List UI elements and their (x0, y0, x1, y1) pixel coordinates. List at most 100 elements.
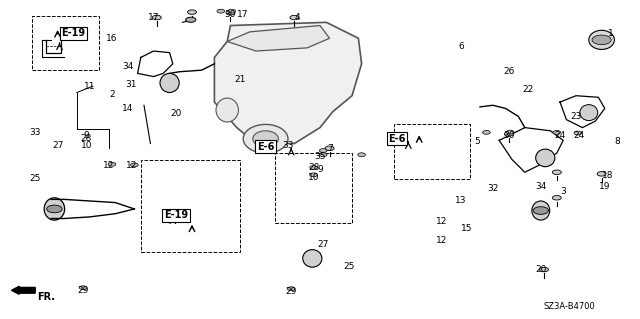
Ellipse shape (44, 198, 65, 220)
Circle shape (290, 15, 299, 20)
Text: 15: 15 (461, 224, 473, 233)
Circle shape (574, 131, 582, 135)
Text: 29: 29 (77, 286, 89, 295)
Text: 30: 30 (503, 131, 515, 140)
Bar (141, 160, 240, 252)
Text: 25: 25 (29, 174, 41, 183)
Ellipse shape (216, 98, 238, 122)
Circle shape (533, 207, 548, 214)
Text: 25: 25 (343, 262, 355, 271)
Text: 29: 29 (285, 287, 297, 296)
Text: 12: 12 (436, 236, 447, 245)
Text: 17: 17 (237, 10, 249, 19)
Text: 32: 32 (487, 184, 499, 193)
Text: 11: 11 (84, 82, 95, 91)
Text: 12: 12 (103, 161, 115, 170)
Circle shape (597, 172, 606, 176)
Text: 35: 35 (314, 152, 326, 161)
Circle shape (310, 166, 317, 169)
Text: 2: 2 (109, 90, 115, 99)
Circle shape (504, 132, 513, 136)
Text: 19: 19 (599, 182, 611, 191)
Text: 8: 8 (615, 137, 620, 146)
Text: 31: 31 (125, 80, 137, 89)
Text: 12: 12 (125, 161, 137, 170)
Text: E-19: E-19 (164, 210, 188, 220)
Circle shape (108, 162, 116, 166)
Bar (32, 16, 99, 70)
Circle shape (483, 130, 490, 134)
Text: 9: 9 (84, 131, 89, 140)
Circle shape (506, 130, 514, 134)
Bar (275, 153, 352, 223)
Circle shape (552, 170, 561, 174)
Circle shape (152, 15, 161, 20)
Text: 27: 27 (52, 141, 63, 150)
Text: 5: 5 (474, 137, 479, 146)
Circle shape (540, 267, 548, 272)
Text: 6: 6 (458, 42, 463, 51)
Text: 12: 12 (436, 217, 447, 226)
Circle shape (358, 153, 365, 157)
Text: 20: 20 (170, 109, 182, 118)
Circle shape (226, 11, 235, 15)
Circle shape (325, 146, 334, 151)
Circle shape (552, 196, 561, 200)
Text: 4: 4 (295, 13, 300, 22)
Text: 23: 23 (570, 112, 582, 121)
Circle shape (592, 35, 611, 45)
Text: 22: 22 (522, 85, 534, 94)
Circle shape (186, 17, 196, 22)
Ellipse shape (243, 124, 288, 153)
Text: 33: 33 (282, 141, 294, 150)
Circle shape (188, 10, 196, 14)
Text: 28: 28 (81, 134, 92, 143)
Circle shape (319, 149, 327, 152)
Ellipse shape (536, 149, 555, 167)
Polygon shape (227, 26, 330, 51)
Text: 28: 28 (308, 163, 319, 172)
FancyArrow shape (12, 286, 35, 294)
Text: 24: 24 (554, 131, 566, 140)
Circle shape (228, 9, 236, 13)
Text: 34: 34 (122, 63, 134, 71)
Circle shape (319, 153, 327, 157)
Text: 14: 14 (122, 104, 134, 113)
Text: 1: 1 (609, 29, 614, 38)
Text: 17: 17 (148, 13, 159, 22)
Circle shape (217, 9, 225, 13)
Text: SZ3A-B4700: SZ3A-B4700 (543, 302, 595, 311)
Circle shape (131, 163, 138, 167)
Ellipse shape (253, 131, 278, 147)
Text: 3: 3 (561, 187, 566, 196)
Text: FR.: FR. (37, 292, 55, 302)
Text: 18: 18 (602, 171, 614, 180)
Text: 10: 10 (81, 141, 92, 150)
Text: 13: 13 (455, 197, 467, 205)
Circle shape (287, 287, 295, 291)
Ellipse shape (160, 73, 179, 93)
Text: 16: 16 (106, 34, 118, 43)
Text: 20: 20 (535, 265, 547, 274)
Ellipse shape (589, 30, 614, 49)
Circle shape (47, 205, 62, 213)
Text: 24: 24 (573, 131, 585, 140)
Text: 33: 33 (29, 128, 41, 137)
Ellipse shape (580, 105, 598, 121)
Text: 21: 21 (234, 75, 246, 84)
Circle shape (553, 130, 561, 134)
Text: 10: 10 (308, 173, 319, 182)
Text: 9: 9 (317, 165, 323, 174)
Ellipse shape (532, 201, 550, 220)
Circle shape (79, 286, 87, 290)
Text: 26: 26 (503, 67, 515, 76)
Text: 27: 27 (317, 240, 329, 249)
Polygon shape (214, 22, 362, 144)
Text: E-6: E-6 (257, 142, 275, 152)
Ellipse shape (303, 249, 322, 267)
Bar (394, 124, 470, 179)
Text: 7: 7 (327, 144, 332, 153)
Text: E-19: E-19 (61, 28, 86, 39)
Circle shape (310, 173, 317, 177)
Text: E-6: E-6 (388, 134, 406, 144)
